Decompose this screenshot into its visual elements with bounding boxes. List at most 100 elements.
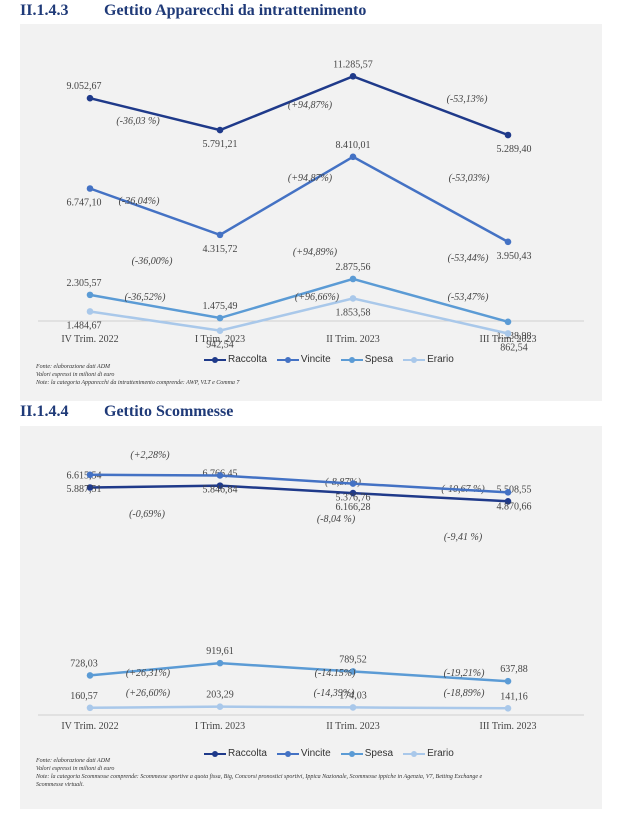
legend-swatch	[340, 356, 363, 363]
change-label-erario: (-14,39%)	[314, 688, 355, 699]
change-label-vincite: (-53,03%)	[449, 173, 490, 184]
series-line-raccolta	[89, 484, 509, 503]
chart-legend: Raccolta Vincite Spesa Erario	[204, 354, 454, 365]
section-title-apparecchi: II.1.4.3 Gettito Apparecchi da intratteni…	[20, 2, 366, 20]
legend-marker	[411, 750, 418, 757]
change-label-vincite: (-8,04 %)	[317, 514, 356, 525]
data-point-raccolta	[216, 126, 224, 134]
note-line: Valori espressi in milioni di euro	[36, 766, 115, 772]
series-line-spesa	[89, 661, 509, 683]
chart-notes: Fonte: elaborazione dati ADM Valori espre…	[36, 363, 239, 387]
data-label-spesa: 1.338,98	[497, 331, 532, 342]
legend-item-vincite: Vincite	[276, 354, 331, 365]
chart-scommesse: IV Trim. 2022 I Trim. 2023 II Trim. 2023 II…	[38, 450, 584, 732]
note-line: Note: la categoria Apparecchi da intratt…	[36, 380, 240, 386]
data-point-raccolta	[504, 497, 512, 505]
data-point-erario	[504, 704, 512, 712]
data-point-spesa	[504, 318, 512, 326]
x-tick-label: II Trim. 2023	[326, 334, 380, 345]
change-label-raccolta: (+2,28%)	[130, 450, 170, 461]
data-label-spesa: 2.875,56	[336, 262, 371, 273]
series-line-vincite	[89, 155, 509, 243]
legend-label: Raccolta	[228, 354, 267, 365]
legend-label: Spesa	[364, 748, 394, 759]
x-tick-label: I Trim. 2023	[195, 721, 245, 732]
series-line-spesa	[89, 277, 509, 324]
data-point-spesa	[86, 291, 94, 299]
data-label-erario: 160,57	[70, 691, 98, 702]
legend-marker	[348, 356, 355, 363]
legend-label: Vincite	[300, 354, 331, 365]
data-label-raccolta: 5.508,55	[497, 484, 532, 495]
legend-label: Erario	[427, 748, 454, 759]
data-label-vincite: 5.376,76	[336, 493, 371, 504]
section-title-scommesse: II.1.4.4 Gettito Scommesse	[20, 403, 233, 421]
legend-label: Spesa	[364, 354, 394, 365]
change-label-raccolta: (+94,87%)	[288, 100, 333, 111]
data-label-raccolta: 9.052,67	[67, 81, 102, 92]
data-point-spesa	[349, 668, 357, 675]
legend-swatch	[340, 750, 363, 757]
data-label-vincite: 5.887,51	[67, 484, 102, 495]
data-label-erario: 203,29	[206, 690, 234, 701]
data-point-vincite	[86, 185, 94, 192]
change-label-spesa: (-14.15%)	[315, 668, 356, 679]
legend-marker	[348, 750, 355, 757]
legend-item-spesa: Spesa	[340, 354, 394, 365]
data-label-vincite: 5.846,84	[203, 484, 238, 495]
data-label-erario: 174,03	[339, 690, 367, 701]
data-point-erario	[349, 704, 357, 711]
legend-marker	[411, 356, 418, 363]
chart-notes: Fonte: elaborazione dati ADM Valori espre…	[36, 757, 482, 789]
data-point-raccolta	[349, 73, 357, 80]
change-label-spesa: (+26,31%)	[126, 668, 171, 679]
legend-label: Vincite	[300, 748, 331, 759]
data-point-raccolta	[86, 94, 94, 102]
chart-panel-apparecchi: IV Trim. 2022 I Trim. 2023 II Trim. 2023 II…	[20, 24, 602, 401]
section-number: II.1.4.4	[20, 403, 69, 420]
chart-panel-scommesse: IV Trim. 2022 I Trim. 2023 II Trim. 2023 II…	[20, 426, 602, 809]
note-line: Fonte: elaborazione dati ADM	[36, 758, 111, 764]
data-point-erario	[86, 308, 94, 315]
data-label-vincite: 4.315,72	[203, 244, 238, 255]
change-label-raccolta: (-53,13%)	[447, 94, 488, 105]
data-label-spesa: 789,52	[339, 654, 367, 665]
data-label-vincite: 8.410,01	[336, 140, 371, 151]
series-line-vincite	[89, 473, 509, 494]
x-tick-label: II Trim. 2023	[326, 721, 380, 732]
note-line: Fonte: elaborazione dati ADM	[36, 364, 111, 370]
note-line: Valori espressi in milioni di euro	[36, 372, 115, 378]
data-label-spesa: 1.475,49	[203, 301, 238, 312]
legend-swatch	[276, 356, 299, 363]
legend-marker	[212, 750, 218, 757]
data-label-vincite: 6.747,10	[67, 197, 102, 208]
data-label-erario: 1.484,67	[67, 320, 102, 331]
data-label-vincite: 4.870,66	[497, 501, 532, 512]
change-label-spesa: (-53,44%)	[448, 253, 489, 264]
data-label-raccolta: 6.615,54	[67, 471, 102, 482]
legend-swatch	[204, 750, 226, 757]
data-label-erario: 141,16	[500, 691, 528, 702]
change-label-erario: (+96,66%)	[295, 292, 340, 303]
legend-marker	[284, 356, 291, 363]
data-point-spesa	[504, 677, 512, 685]
data-label-raccolta: 5.791,21	[203, 139, 238, 150]
legend-swatch	[403, 750, 426, 757]
x-tick-label: III Trim. 2023	[480, 334, 537, 345]
legend-label: Erario	[427, 354, 454, 365]
data-label-raccolta: 5.289,40	[497, 144, 532, 155]
legend-item-erario: Erario	[403, 748, 454, 759]
change-label-erario: (-36,52%)	[125, 292, 166, 303]
data-label-spesa: 919,61	[206, 646, 234, 657]
legend-label: Raccolta	[228, 748, 267, 759]
legend-item-erario: Erario	[403, 354, 454, 365]
data-label-raccolta: 6.166,28	[336, 502, 371, 513]
data-label-erario: 942,54	[206, 340, 234, 351]
data-label-spesa: 728,03	[70, 658, 98, 669]
legend-item-spesa: Spesa	[340, 748, 394, 759]
data-point-spesa	[86, 672, 94, 679]
data-point-erario	[349, 295, 357, 302]
change-label-vincite: (+94,87%)	[288, 173, 333, 184]
change-label-erario: (-18,89%)	[444, 688, 485, 699]
legend-item-raccolta: Raccolta	[204, 748, 267, 759]
